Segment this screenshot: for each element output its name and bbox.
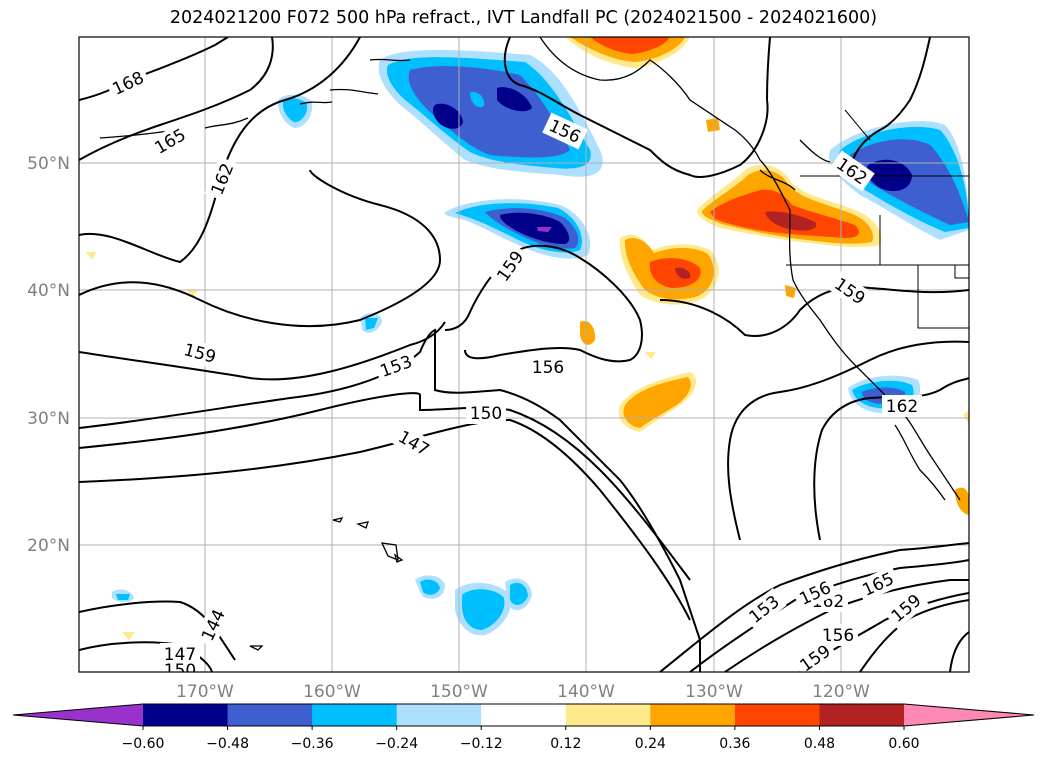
contour-label: 150 bbox=[164, 661, 196, 681]
colorbar-segment bbox=[481, 704, 567, 726]
lat-label: 50°N bbox=[27, 154, 70, 174]
colorbar-segment bbox=[734, 704, 820, 726]
colorbar-tick-label: −0.36 bbox=[291, 736, 334, 752]
lat-label: 20°N bbox=[27, 536, 70, 556]
colorbar-segment bbox=[650, 704, 736, 726]
lon-label: 160°W bbox=[303, 682, 361, 702]
colorbar-tick-label: −0.48 bbox=[206, 736, 249, 752]
map-title: 2024021200 F072 500 hPa refract., IVT La… bbox=[169, 8, 878, 28]
political-borders bbox=[786, 109, 969, 329]
colorbar-segment bbox=[819, 704, 905, 726]
latitude-labels: 50°N 40°N 30°N 20°N bbox=[27, 154, 70, 556]
colorbar: −0.60 −0.48 −0.36 −0.24 −0.12 0.12 0.24 0.36 0.4… bbox=[12, 703, 1035, 752]
colorbar-tick-label: −0.60 bbox=[122, 736, 165, 752]
lat-label: 30°N bbox=[27, 409, 70, 429]
colorbar-tick-label: −0.12 bbox=[460, 736, 503, 752]
contour-label: 150 bbox=[470, 404, 502, 424]
map-frame bbox=[78, 36, 970, 673]
colorbar-extension-low bbox=[13, 704, 143, 726]
colorbar-extension-high bbox=[904, 704, 1034, 726]
lon-label: 140°W bbox=[557, 682, 615, 702]
contour-label: 156 bbox=[532, 358, 564, 378]
colorbar-segment bbox=[312, 704, 398, 726]
colorbar-segment bbox=[565, 704, 651, 726]
colorbar-tick-label: −0.24 bbox=[375, 736, 418, 752]
colorbar-tick-label: 0.60 bbox=[888, 736, 919, 752]
colorbar-tick-label: 0.24 bbox=[635, 736, 666, 752]
colorbar-segment bbox=[227, 704, 313, 726]
colorbar-tick-label: 0.48 bbox=[804, 736, 835, 752]
lon-label: 150°W bbox=[430, 682, 488, 702]
lon-label: 170°W bbox=[176, 682, 234, 702]
colorbar-tick-label: 0.12 bbox=[550, 736, 581, 752]
lon-label: 120°W bbox=[812, 682, 870, 702]
colorbar-segment bbox=[396, 704, 482, 726]
colorbar-tick-label: 0.36 bbox=[719, 736, 750, 752]
colorbar-segment bbox=[143, 704, 229, 726]
lat-label: 40°N bbox=[27, 281, 70, 301]
contour-label: 162 bbox=[886, 397, 918, 417]
shaded-anomaly-regions bbox=[86, 37, 969, 640]
contour-label: 147 bbox=[164, 645, 196, 665]
height-contours bbox=[79, 37, 969, 672]
contour-label: 156 bbox=[822, 626, 854, 646]
lon-label: 130°W bbox=[685, 682, 743, 702]
longitude-labels: 170°W 160°W 150°W 140°W 130°W 120°W bbox=[176, 682, 870, 702]
